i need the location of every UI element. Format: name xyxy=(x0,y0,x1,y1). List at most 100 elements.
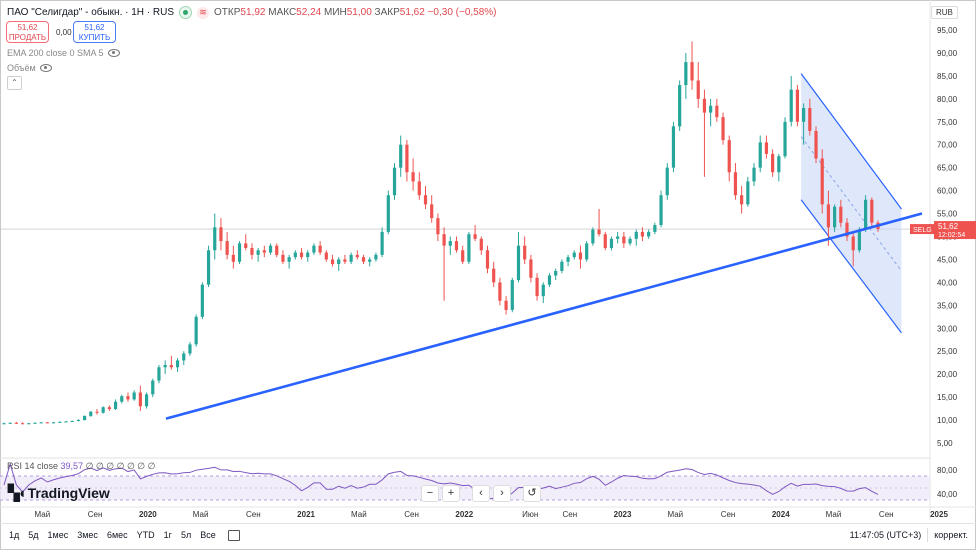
period-all[interactable]: Все xyxy=(200,530,216,540)
candle-body xyxy=(833,206,837,228)
candle-body xyxy=(2,423,6,425)
candle-body xyxy=(702,98,707,113)
period-1d[interactable]: 1д xyxy=(9,530,20,540)
chart-navigation: − + ‹ › ↺ xyxy=(421,485,541,502)
price-axis[interactable]: 95,00 90,00 85,00 80,00 75,00 70,00 65,00 60,00… xyxy=(937,26,958,448)
period-1m[interactable]: 1мес xyxy=(47,530,69,540)
candle-body xyxy=(696,80,700,99)
countdown-timer: 12:02:54 xyxy=(938,232,965,239)
price-tick-label: 70,00 xyxy=(937,141,958,150)
candle-body xyxy=(250,247,254,255)
candle-body xyxy=(200,284,204,317)
eye-icon[interactable] xyxy=(107,49,120,57)
candle-body xyxy=(758,142,762,168)
candle-body xyxy=(857,229,862,251)
spread-value: 0,00 xyxy=(56,28,72,37)
last-price-value: 51,62 xyxy=(938,222,959,231)
period-6m[interactable]: 6мес xyxy=(106,530,128,540)
currency-label[interactable]: RUB xyxy=(931,6,958,19)
candle-body xyxy=(535,277,539,297)
candle-body xyxy=(132,392,136,400)
separator xyxy=(927,528,929,542)
candle-body xyxy=(733,172,738,196)
candle-body xyxy=(597,229,601,235)
candle-body xyxy=(138,392,142,407)
rsi-legend[interactable]: RSI 14 close 39,57 ∅ ∅ ∅ ∅ ∅ ∅ ∅ xyxy=(7,461,156,471)
reset-chart-button[interactable]: ↺ xyxy=(523,485,541,502)
channel-fill xyxy=(801,73,902,333)
price-tick-label: 65,00 xyxy=(937,164,958,173)
chart-legend: ПАО "Селигдар" - обыкн. · 1Н · RUS ≋ ОТК… xyxy=(7,6,497,19)
period-3m[interactable]: 3мес xyxy=(77,530,98,540)
price-tick-label: 60,00 xyxy=(937,187,958,196)
candle-body xyxy=(405,144,409,173)
candle-body xyxy=(752,167,756,182)
candle-body xyxy=(213,227,217,251)
wave-icon[interactable]: ≋ xyxy=(197,6,210,19)
candle-body xyxy=(219,227,223,242)
candle-body xyxy=(808,108,812,131)
descending-channel[interactable] xyxy=(800,73,902,334)
price-tick-label: 55,00 xyxy=(937,210,958,219)
candle-body xyxy=(634,231,638,239)
time-axis[interactable]: Май Сен 2020 Май Сен 2021 Май Сен 2022 Июн Сен 2023… xyxy=(0,506,976,519)
candle-body xyxy=(101,407,105,413)
candle-body xyxy=(523,245,527,260)
buy-button[interactable]: 51,62 КУПИТЬ xyxy=(73,21,116,43)
candlestick-series xyxy=(2,41,880,425)
candle-body xyxy=(585,243,589,260)
tradingview-logo[interactable]: ▚◖ TradingView xyxy=(8,485,110,502)
volume-indicator-label[interactable]: Объём xyxy=(7,63,52,73)
candle-body xyxy=(33,422,37,424)
candle-body xyxy=(324,252,328,260)
channel-upper-line xyxy=(800,73,902,210)
candle-body xyxy=(361,257,366,262)
candle-body xyxy=(82,415,87,421)
zoom-in-button[interactable]: + xyxy=(442,485,460,502)
candle-body xyxy=(349,254,353,262)
candle-body xyxy=(684,62,688,86)
candle-body xyxy=(299,252,304,258)
candle-body xyxy=(355,254,359,258)
candle-body xyxy=(163,364,167,368)
candle-body xyxy=(572,252,576,258)
symbol-title[interactable]: ПАО "Селигдар" - обыкн. · 1Н · RUS xyxy=(7,7,175,18)
market-status-icon[interactable] xyxy=(179,6,193,19)
channel-mid-line xyxy=(800,136,902,272)
period-1y[interactable]: 1г xyxy=(163,530,172,540)
time-tick-label: 2022 xyxy=(455,510,473,519)
adjust-toggle[interactable]: коррект. xyxy=(934,530,968,540)
clock-time[interactable]: 11:47:05 (UTC+3) xyxy=(849,530,922,540)
eye-icon[interactable] xyxy=(39,64,52,72)
period-5y[interactable]: 5л xyxy=(180,530,192,540)
candle-body xyxy=(789,89,793,122)
candle-body xyxy=(386,195,390,232)
sell-button[interactable]: 51,62 ПРОДАТЬ xyxy=(6,21,49,43)
candle-body xyxy=(845,222,849,237)
candle-body xyxy=(721,117,725,141)
candle-body xyxy=(783,121,787,157)
time-tick-label: Сен xyxy=(246,510,261,519)
candle-body xyxy=(609,238,614,248)
candle-body xyxy=(58,421,62,423)
scroll-right-button[interactable]: › xyxy=(493,485,511,502)
candle-body xyxy=(461,250,465,262)
collapse-legend-button[interactable]: ⌃ xyxy=(7,76,22,90)
ema-indicator-label[interactable]: EMA 200 close 0 SMA 5 xyxy=(7,48,120,58)
zoom-out-button[interactable]: − xyxy=(421,485,439,502)
channel-lower-line xyxy=(800,199,902,334)
time-tick-label: Май xyxy=(826,510,842,519)
scroll-left-button[interactable]: ‹ xyxy=(472,485,490,502)
candle-body xyxy=(442,234,446,246)
candle-body xyxy=(39,422,43,424)
calendar-icon[interactable] xyxy=(227,529,240,541)
period-5d[interactable]: 5д xyxy=(28,530,39,540)
period-ytd[interactable]: YTD xyxy=(136,530,155,540)
candle-body xyxy=(20,423,25,425)
candle-body xyxy=(126,396,130,400)
candle-body xyxy=(727,140,731,173)
rsi-panel xyxy=(0,457,930,501)
support-trendline[interactable] xyxy=(165,212,923,420)
